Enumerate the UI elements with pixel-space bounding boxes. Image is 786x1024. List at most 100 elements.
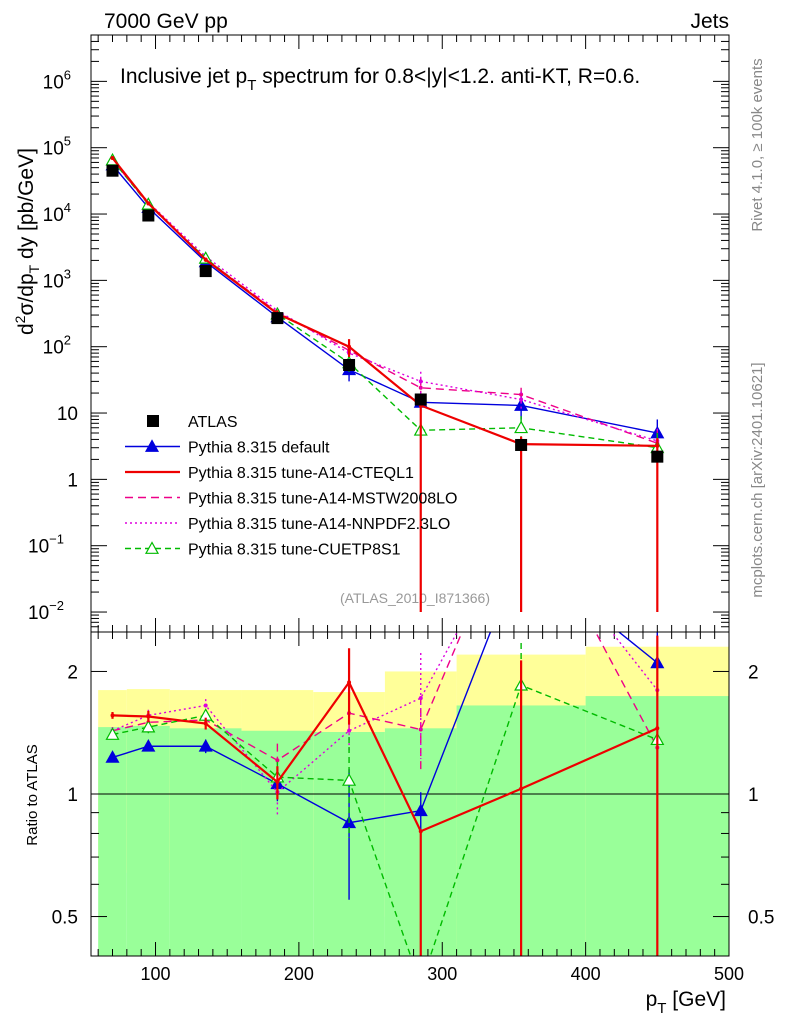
x-tick-label-500: 500 [714,964,744,984]
y-tick-label-ratio-right-2: 2 [748,662,759,683]
main-series-layer [105,152,665,613]
ratio-marker-cteql1-2 [203,721,208,726]
ratio-marker-cteql1-1 [146,714,151,719]
main-marker-mstw-6 [519,392,524,397]
ratio-marker-cteql1-5 [418,829,423,834]
axes-layer [91,34,730,957]
main-line-default [111,164,658,434]
ratio-line-mstw [112,632,658,762]
tick-labels-layer: 100 200 300 400 50010610510410310210110−110−… [28,67,774,984]
ratio-y-axis-label: Ratio to ATLAS [24,744,41,845]
ratio-marker-cteql1-4 [347,680,352,685]
band-inner-0 [98,727,127,956]
ratio-plot-frame [90,631,730,957]
legend-swatch-atlas [147,415,159,427]
main-marker-cteql1-1 [146,201,151,206]
main-marker-cteql1-7 [655,443,660,448]
x-tick-label-200: 200 [284,964,314,984]
legend: ATLAS Pythia 8.315 default Pythia 8.315 tu… [125,414,457,559]
main-line-mstw [111,159,658,444]
legend-item-atlas: ATLAS [147,414,238,431]
main-line-cuetp8s1 [111,159,658,449]
legend-label-cuetp8s1: Pythia 8.315 tune-CUETP8S1 [188,542,401,559]
y-tick-label-main-4: 102 [43,333,71,359]
plot-title: Inclusive jet pT spectrum for 0.8<|y|<1.… [120,65,640,94]
atlas-data-point-4 [343,358,356,371]
ratio-marker-default-2 [198,739,213,752]
atlas-data-point-7 [651,450,664,463]
ratio-marker-nnpdf-5 [418,696,423,701]
ratio-marker-nnpdf-2 [203,703,208,708]
atlas-data-point-2 [199,265,212,278]
legend-item-nnpdf: Pythia 8.315 tune-A14-NNPDF2.3LO [125,516,450,533]
band-inner-1 [126,725,170,956]
ratio-marker-mstw-3 [275,758,280,763]
main-marker-nnpdf-5 [418,379,423,384]
ratio-marker-cteql1-6 [519,786,524,791]
x-tick-label-100: 100 [140,964,170,984]
y-tick-label-main-0: 106 [43,67,71,93]
x-axis-label: pT [GeV] [646,988,726,1017]
ratio-line-cteql1 [112,680,658,833]
header-jets-label: Jets [690,10,729,33]
ratio-marker-default-1 [141,739,156,752]
y-tick-label-main-6: 1 [67,470,78,491]
main-marker-default-6 [514,398,529,411]
y-tick-label-main-7: 10−1 [28,532,64,558]
header-energy-label: 7000 GeV pp [104,10,228,33]
main-marker-cteql1-2 [203,257,208,262]
ratio-marker-cteql1-0 [110,713,115,718]
main-y-axis-label: d2σ/dpT dy [pb/GeV] [12,148,42,335]
legend-label-nnpdf: Pythia 8.315 tune-A14-NNPDF2.3LO [188,516,450,533]
ratio-series-layer [105,632,665,990]
y-tick-label-ratio-left-0: 0.5 [52,908,78,929]
atlas-data-point-0 [106,164,119,177]
ratio-marker-nnpdf-4 [347,728,352,733]
main-line-cteql1 [111,157,658,447]
legend-marker-default [144,439,160,452]
legend-item-cteql1: Pythia 8.315 tune-A14-CTEQL1 [125,465,414,482]
x-tick-label-300: 300 [427,964,457,984]
ratio-marker-cuetp8s1-5 [415,979,427,990]
legend-label-cteql1: Pythia 8.315 tune-A14-CTEQL1 [188,465,414,482]
ratio-marker-cuetp8s1-4 [342,773,357,786]
rivet-version-label: Rivet 4.1.0, ≥ 100k events [749,58,766,231]
ratio-line-cuetp8s1 [112,684,658,956]
main-marker-cteql1-0 [110,155,115,160]
main-marker-cteql1-4 [347,344,352,349]
main-marker-cuetp8s1-6 [514,420,529,434]
legend-label-atlas: ATLAS [188,414,238,431]
ratio-line-nnpdf [112,632,658,794]
y-tick-label-main-8: 10−2 [28,598,64,624]
legend-label-default: Pythia 8.315 default [188,440,330,457]
y-tick-label-ratio-left-2: 2 [67,662,78,683]
legend-label-mstw: Pythia 8.315 tune-A14-MSTW2008LO [188,491,457,508]
atlas-data-point-6 [515,438,528,451]
ratio-marker-cuetp8s1-0 [105,727,120,740]
ratio-marker-cuetp8s1-1 [141,719,156,733]
legend-marker-cuetp8s1 [144,541,160,554]
main-line-nnpdf [111,159,658,442]
x-tick-label-400: 400 [571,964,601,984]
legend-item-cuetp8s1: Pythia 8.315 tune-CUETP8S1 [125,541,401,559]
y-tick-label-main-2: 104 [43,200,71,226]
y-tick-label-main-1: 105 [43,134,71,160]
atlas-data-point-1 [142,209,155,222]
legend-item-mstw: Pythia 8.315 tune-A14-MSTW2008LO [125,491,457,508]
ratio-marker-default-0 [105,750,120,763]
ratio-marker-default-5 [413,803,428,817]
main-series-atlas [106,164,664,463]
atlas-data-point-5 [414,393,427,406]
y-tick-label-ratio-right-0: 0.5 [748,908,774,929]
ratio-marker-cteql1-7 [655,726,660,731]
y-tick-label-ratio-right-1: 1 [748,785,759,806]
main-plot-frame [90,34,730,633]
y-tick-label-main-5: 10 [57,404,78,425]
atlas-data-point-3 [271,312,284,325]
ratio-marker-cteql1-3 [275,780,280,785]
y-tick-label-main-3: 103 [43,266,71,292]
analysis-id-label: (ATLAS_2010_I871366) [340,590,490,606]
ratio-series-cteql1 [110,635,660,956]
mcplots-reference-label: mcplots.cern.ch [arXiv:2401.10621] [749,362,766,597]
main-marker-nnpdf-6 [519,397,524,402]
